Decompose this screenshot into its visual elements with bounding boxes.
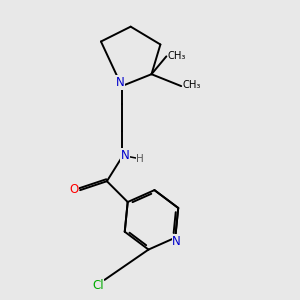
Text: N: N bbox=[121, 149, 130, 162]
Text: Cl: Cl bbox=[92, 279, 104, 292]
Text: N: N bbox=[116, 76, 125, 89]
Text: H: H bbox=[136, 154, 144, 164]
Text: O: O bbox=[70, 183, 79, 196]
Text: N: N bbox=[172, 235, 181, 248]
Text: CH₃: CH₃ bbox=[183, 80, 201, 90]
Text: CH₃: CH₃ bbox=[168, 51, 186, 62]
